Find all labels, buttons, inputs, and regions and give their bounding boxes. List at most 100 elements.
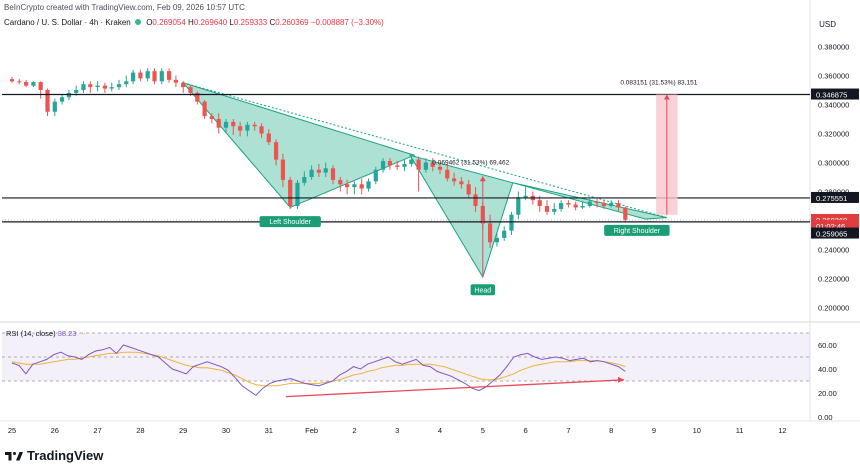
candle-body bbox=[288, 179, 293, 206]
price-tag-bg bbox=[811, 191, 859, 203]
candle-body bbox=[609, 203, 614, 206]
candle-body bbox=[552, 208, 557, 212]
candle bbox=[359, 178, 364, 195]
candle bbox=[195, 91, 200, 105]
time-tick-label: 11 bbox=[736, 426, 744, 435]
candle bbox=[152, 68, 157, 85]
price-tick-label: 0.360000 bbox=[818, 72, 849, 81]
candle bbox=[309, 165, 314, 180]
candle bbox=[366, 178, 371, 192]
candle bbox=[116, 79, 122, 90]
candle bbox=[145, 68, 150, 82]
candle bbox=[17, 79, 22, 85]
time-tick-label: 31 bbox=[265, 426, 273, 435]
candle-body bbox=[17, 81, 22, 83]
candle-body bbox=[359, 184, 364, 189]
time-tick-label: 7 bbox=[566, 426, 570, 435]
price-tag-text: 0.259065 bbox=[816, 230, 847, 239]
candle bbox=[409, 155, 414, 167]
candle-body bbox=[459, 181, 464, 185]
candle-body bbox=[587, 201, 592, 206]
candle bbox=[223, 119, 229, 134]
candle-body bbox=[102, 85, 107, 89]
candle bbox=[88, 81, 93, 93]
measure-arrowhead bbox=[479, 176, 486, 182]
candle bbox=[559, 200, 564, 212]
tradingview-logo: TradingView bbox=[5, 448, 103, 463]
candle bbox=[173, 75, 179, 88]
candle-body bbox=[437, 166, 443, 170]
candle-body bbox=[502, 230, 507, 238]
candle-body bbox=[537, 200, 542, 206]
candle bbox=[380, 158, 386, 173]
chart-credit: BeInCrypto created with TradingView.com,… bbox=[4, 3, 245, 12]
candle-body bbox=[295, 182, 300, 206]
currency-label[interactable]: USD bbox=[819, 20, 836, 29]
candle bbox=[216, 113, 221, 134]
candle bbox=[466, 179, 471, 198]
candle-body bbox=[423, 162, 428, 170]
time-tick-label: 25 bbox=[8, 426, 16, 435]
candle-body bbox=[81, 84, 86, 90]
candle-body bbox=[52, 101, 57, 112]
right-shoulder-label-text: Right Shoulder bbox=[614, 228, 661, 235]
candle-body bbox=[566, 203, 571, 205]
candle-body bbox=[380, 161, 386, 170]
price-tag: 0.275551 bbox=[811, 191, 859, 203]
candle bbox=[280, 153, 286, 188]
high-value: 0.269640 bbox=[193, 18, 228, 27]
candle-body bbox=[216, 119, 221, 128]
candle-body bbox=[9, 79, 15, 82]
time-tick-label: 30 bbox=[222, 426, 230, 435]
measure-label: 0.083151 (31.53%) 83,151 bbox=[620, 79, 697, 86]
candle-body bbox=[623, 207, 628, 220]
price-tick-label: 0.380000 bbox=[818, 43, 849, 52]
price-tick-label: 0.240000 bbox=[818, 246, 849, 255]
open-value: 0.269054 bbox=[152, 18, 186, 27]
candle-body bbox=[116, 84, 122, 88]
more-dots-icon[interactable]: ⋯ bbox=[78, 331, 86, 338]
head-label-bg bbox=[470, 284, 495, 296]
candle bbox=[580, 201, 585, 209]
candle-body bbox=[266, 133, 271, 143]
candle-body bbox=[616, 203, 621, 208]
candle-body bbox=[166, 71, 172, 80]
candle bbox=[423, 158, 428, 173]
left-shoulder-label-text: Left Shoulder bbox=[269, 219, 311, 226]
candle-body bbox=[338, 179, 343, 185]
rsi-legend[interactable]: RSI (14, close) 38.23 ⋯ bbox=[6, 329, 86, 338]
candle bbox=[52, 98, 57, 117]
measure-label: 0.069462 (31.53%) 69,462 bbox=[432, 159, 509, 166]
candle bbox=[609, 200, 614, 208]
candle bbox=[352, 181, 357, 195]
candle-body bbox=[181, 82, 186, 88]
price-tick-label: 0.300000 bbox=[818, 159, 849, 168]
candle-body bbox=[430, 162, 435, 167]
candle bbox=[616, 200, 621, 212]
candle-body bbox=[402, 163, 407, 167]
candle bbox=[252, 121, 257, 131]
candle-body bbox=[580, 206, 585, 208]
candle bbox=[295, 179, 300, 209]
candle-body bbox=[487, 223, 493, 243]
candle-body bbox=[516, 197, 521, 215]
time-tick-label: Feb bbox=[305, 426, 318, 435]
time-tick-label: 8 bbox=[609, 426, 613, 435]
time-tick-label: 29 bbox=[179, 426, 187, 435]
time-tick-label: 9 bbox=[652, 426, 656, 435]
candle-body bbox=[509, 214, 514, 231]
candle-body bbox=[238, 126, 243, 131]
candle bbox=[587, 198, 592, 208]
candle bbox=[623, 206, 628, 222]
candle-body bbox=[245, 124, 250, 131]
market-status-icon bbox=[134, 19, 141, 25]
price-tag-bg bbox=[811, 220, 859, 232]
candle-body bbox=[445, 169, 450, 179]
candle-body bbox=[409, 159, 414, 164]
candle-body bbox=[95, 85, 100, 88]
candle-body bbox=[152, 71, 157, 82]
symbol-name[interactable]: Cardano / U. S. Dollar · 4h · Kraken bbox=[4, 18, 131, 27]
candle-body bbox=[345, 184, 350, 188]
time-tick-label: 27 bbox=[93, 426, 101, 435]
